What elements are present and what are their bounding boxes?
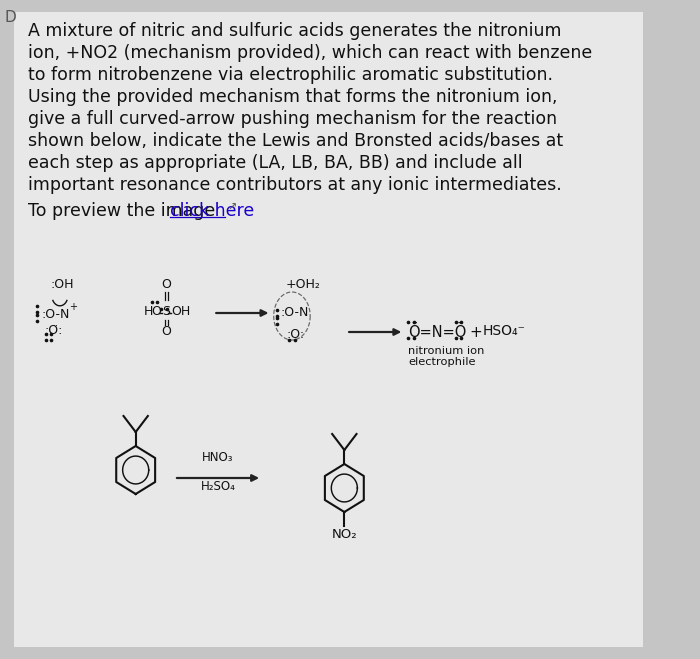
Text: give a full curved-arrow pushing mechanism for the reaction: give a full curved-arrow pushing mechani… — [28, 110, 557, 128]
Text: each step as appropriate (LA, LB, BA, BB) and include all: each step as appropriate (LA, LB, BA, BB… — [28, 154, 523, 172]
Text: electrophile: electrophile — [408, 357, 475, 367]
Text: +OH₂: +OH₂ — [286, 277, 321, 291]
Text: +: + — [470, 325, 482, 340]
Text: H: H — [144, 305, 153, 318]
Text: Using the provided mechanism that forms the nitronium ion,: Using the provided mechanism that forms … — [28, 88, 558, 106]
Text: +: + — [69, 302, 77, 312]
Text: A mixture of nitric and sulfuric acids generates the nitronium: A mixture of nitric and sulfuric acids g… — [28, 22, 561, 40]
Text: D: D — [5, 10, 16, 25]
Text: O: O — [162, 325, 172, 338]
Text: OH: OH — [172, 305, 190, 318]
Text: ↗: ↗ — [228, 203, 237, 213]
Text: ion, +NO2 (mechanism provided), which can react with benzene: ion, +NO2 (mechanism provided), which ca… — [28, 44, 592, 62]
Text: nitronium ion: nitronium ion — [408, 346, 484, 356]
Text: to form nitrobenzene via electrophilic aromatic substitution.: to form nitrobenzene via electrophilic a… — [28, 66, 553, 84]
Text: :Ö:: :Ö: — [45, 324, 63, 337]
Text: O: O — [152, 305, 162, 318]
Text: O: O — [162, 279, 172, 291]
Text: NO₂: NO₂ — [332, 528, 357, 541]
Text: click here: click here — [170, 202, 255, 220]
Text: S: S — [162, 305, 170, 318]
Text: HNO₃: HNO₃ — [202, 451, 234, 464]
Text: To preview the image: To preview the image — [28, 202, 221, 220]
Text: :O-N: :O-N — [41, 308, 69, 321]
Text: important resonance contributors at any ionic intermediates.: important resonance contributors at any … — [28, 176, 562, 194]
Text: Ö=N=Ö: Ö=N=Ö — [408, 325, 466, 340]
Text: HSO₄⁻: HSO₄⁻ — [483, 324, 526, 338]
Text: :OH: :OH — [50, 277, 74, 291]
Text: H₂SO₄: H₂SO₄ — [201, 480, 235, 493]
FancyBboxPatch shape — [14, 12, 643, 647]
Text: :O:: :O: — [286, 328, 304, 341]
Text: shown below, indicate the Lewis and Bronsted acids/bases at: shown below, indicate the Lewis and Bron… — [28, 132, 564, 150]
Text: :O-N: :O-N — [281, 306, 309, 319]
